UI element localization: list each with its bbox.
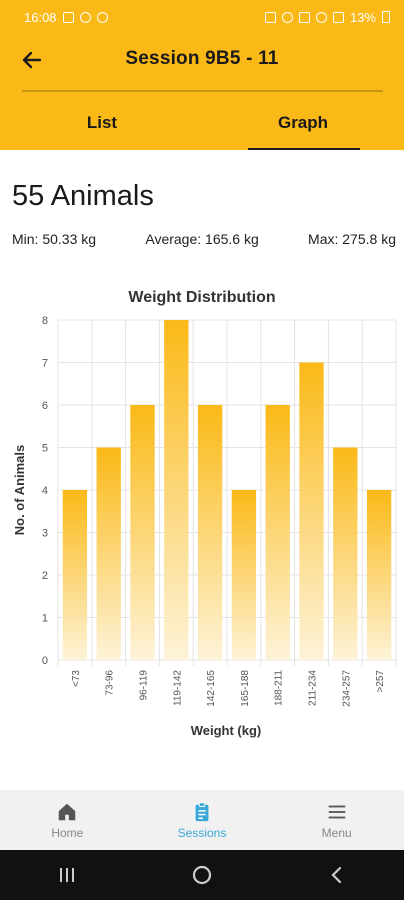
status-time: 16:08 <box>24 9 57 25</box>
back-system-button[interactable] <box>317 860 357 890</box>
recent-apps-button[interactable] <box>47 860 87 890</box>
bar-73-96 <box>96 447 121 660</box>
gallery-icon <box>62 11 74 23</box>
x-axis-ticks: <73 73-96 96-119 119-142 142-165 165-188 188-2… <box>71 670 386 707</box>
recent-apps-icon <box>60 868 75 882</box>
wifi-icon <box>315 11 327 23</box>
back-arrow-icon[interactable] <box>18 46 46 74</box>
bar-211-234 <box>299 362 324 660</box>
page-title: Session 9B5 - 11 <box>125 48 279 69</box>
x-tick-label: 73-96 <box>105 670 116 696</box>
y-tick-label: 2 <box>42 570 48 582</box>
bar-234-257 <box>333 447 358 660</box>
sync-icon <box>96 11 108 23</box>
x-tick-label: 234-257 <box>341 670 352 707</box>
x-tick-label: >257 <box>375 670 386 693</box>
signal-icon <box>332 11 344 23</box>
y-tick-label: 3 <box>42 528 48 540</box>
x-tick-label: 96-119 <box>139 670 150 701</box>
y-tick-label: 0 <box>42 655 48 667</box>
bar-119-142 <box>164 320 189 660</box>
bar-<73 <box>62 490 88 660</box>
back-chevron-icon <box>331 866 341 884</box>
system-navigation-bar <box>0 850 404 900</box>
tab-indicator <box>248 148 360 150</box>
home-circle-icon <box>192 865 212 885</box>
gear-icon <box>79 11 91 23</box>
bar-96-119 <box>130 405 155 660</box>
min-weight: Min: 50.33 kg <box>12 231 97 247</box>
y-tick-label: 8 <box>42 315 48 327</box>
bluetooth-icon <box>281 11 293 23</box>
app-bar-divider <box>22 90 383 92</box>
mute-icon <box>298 11 310 23</box>
animal-count: 55 Animals <box>12 180 154 212</box>
max-weight: Max: 275.8 kg <box>308 231 396 247</box>
tab-list[interactable]: List <box>86 113 118 132</box>
weight-distribution-chart: Weight Distribution 0 1 2 3 4 5 6 7 8 <73 73-96 96… <box>12 289 397 738</box>
x-tick-label: 142-165 <box>206 670 217 707</box>
bar-165-188 <box>231 490 257 660</box>
x-tick-label: <73 <box>71 670 82 687</box>
nav-home[interactable]: Home <box>0 790 135 850</box>
alarm-icon <box>264 11 276 23</box>
bottom-navigation: Home Sessions Menu <box>0 790 404 850</box>
bar-188-211 <box>265 405 290 660</box>
weight-stats: Min: 50.33 kg Average: 165.6 kg Max: 275… <box>12 231 396 247</box>
y-tick-label: 5 <box>42 443 48 455</box>
x-tick-label: 188-211 <box>274 670 285 706</box>
home-icon <box>59 803 76 820</box>
tab-graph[interactable]: Graph <box>277 113 329 132</box>
bar->257 <box>366 490 392 660</box>
y-tick-label: 1 <box>42 613 48 625</box>
average-weight: Average: 165.6 kg <box>145 231 259 247</box>
nav-sessions-label: Sessions <box>177 825 227 840</box>
x-tick-label: 211-234 <box>308 670 319 706</box>
y-axis-label: No. of Animals <box>12 445 27 536</box>
y-axis-ticks: 0 1 2 3 4 5 6 7 8 <box>42 315 48 667</box>
status-bar: 16:08 13% <box>0 0 404 34</box>
menu-icon <box>328 805 345 818</box>
bar-142-165 <box>197 405 223 660</box>
chart-bars <box>62 320 392 660</box>
chart-title: Weight Distribution <box>128 289 275 306</box>
x-axis-label: Weight (kg) <box>191 723 262 738</box>
y-tick-label: 4 <box>42 485 48 497</box>
home-system-button[interactable] <box>182 860 222 890</box>
nav-sessions[interactable]: Sessions <box>135 790 270 850</box>
clipboard-icon <box>195 801 209 821</box>
y-tick-label: 6 <box>42 400 48 412</box>
x-tick-label: 165-188 <box>240 670 251 707</box>
nav-menu-label: Menu <box>321 825 352 840</box>
y-tick-label: 7 <box>42 358 48 370</box>
battery-icon <box>382 11 390 23</box>
x-tick-label: 119-142 <box>172 670 183 706</box>
nav-home-label: Home <box>51 825 84 840</box>
battery-percent: 13% <box>349 9 376 25</box>
nav-menu[interactable]: Menu <box>269 790 404 850</box>
app-bar: Session 9B5 - 11 List Graph <box>0 34 404 150</box>
